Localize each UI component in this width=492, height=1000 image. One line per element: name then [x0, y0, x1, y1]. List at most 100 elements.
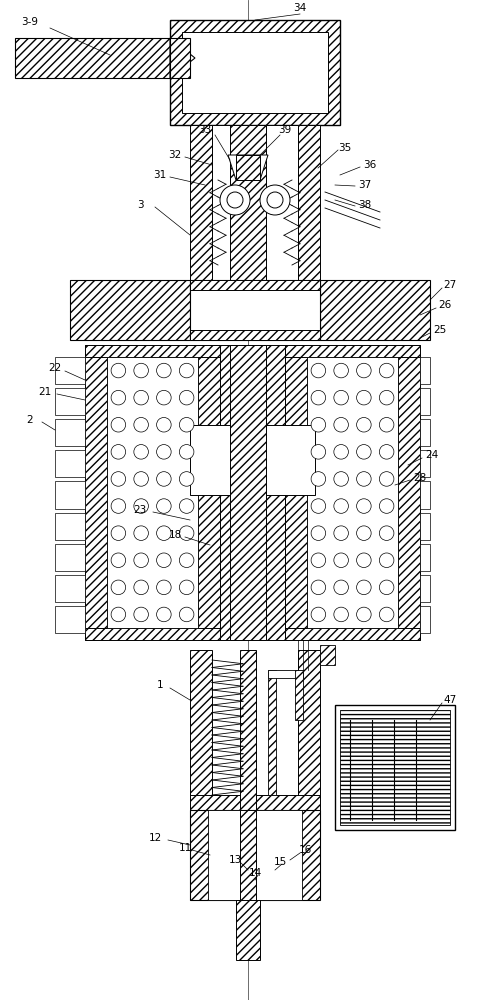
Bar: [420, 575, 430, 602]
Bar: [420, 388, 430, 415]
Text: 11: 11: [179, 843, 191, 853]
Circle shape: [156, 390, 171, 405]
Bar: [230, 345, 266, 640]
Circle shape: [311, 607, 326, 622]
Circle shape: [111, 607, 125, 622]
Bar: [70, 280, 190, 340]
Circle shape: [334, 553, 348, 568]
Bar: [420, 450, 430, 477]
Text: 34: 34: [293, 3, 307, 13]
Bar: [320, 645, 335, 665]
Bar: [190, 795, 320, 810]
Bar: [236, 900, 260, 960]
Circle shape: [111, 417, 125, 432]
Bar: [55, 513, 85, 540]
Text: 26: 26: [438, 300, 452, 310]
Circle shape: [156, 363, 171, 378]
Text: 32: 32: [168, 150, 182, 160]
Circle shape: [180, 553, 194, 568]
Bar: [260, 425, 315, 495]
Circle shape: [180, 417, 194, 432]
Bar: [85, 345, 107, 640]
Circle shape: [111, 445, 125, 459]
Bar: [285, 345, 307, 640]
Bar: [420, 419, 430, 446]
Bar: [170, 38, 190, 78]
Circle shape: [260, 185, 290, 215]
Text: 23: 23: [133, 505, 147, 515]
Bar: [85, 345, 220, 357]
Circle shape: [111, 553, 125, 568]
Bar: [240, 650, 256, 810]
Circle shape: [180, 472, 194, 486]
Circle shape: [156, 472, 171, 486]
Bar: [212, 125, 298, 280]
Text: 47: 47: [443, 695, 457, 705]
Circle shape: [134, 472, 149, 486]
Text: 38: 38: [358, 200, 371, 210]
Circle shape: [311, 472, 326, 486]
Circle shape: [379, 607, 394, 622]
Circle shape: [156, 553, 171, 568]
Circle shape: [311, 445, 326, 459]
Circle shape: [156, 417, 171, 432]
Text: 14: 14: [248, 868, 262, 878]
Circle shape: [111, 580, 125, 595]
Bar: [420, 544, 430, 571]
Circle shape: [379, 445, 394, 459]
Circle shape: [180, 607, 194, 622]
Bar: [190, 810, 320, 900]
Circle shape: [156, 607, 171, 622]
Circle shape: [111, 390, 125, 405]
Text: 39: 39: [278, 125, 292, 135]
Bar: [268, 670, 276, 795]
Bar: [107, 357, 198, 628]
Text: 24: 24: [426, 450, 439, 460]
Bar: [190, 425, 245, 495]
Bar: [220, 345, 285, 640]
Text: 27: 27: [443, 280, 457, 290]
Circle shape: [311, 580, 326, 595]
Circle shape: [134, 607, 149, 622]
Polygon shape: [228, 155, 268, 180]
Text: 3-9: 3-9: [22, 17, 38, 27]
Circle shape: [334, 472, 348, 486]
Circle shape: [111, 499, 125, 513]
Text: 28: 28: [413, 473, 427, 483]
Circle shape: [134, 363, 149, 378]
Circle shape: [180, 445, 194, 459]
Circle shape: [311, 526, 326, 540]
Circle shape: [134, 499, 149, 513]
Text: 16: 16: [298, 845, 311, 855]
Bar: [285, 628, 420, 640]
Text: 3: 3: [137, 200, 143, 210]
Circle shape: [334, 445, 348, 459]
Bar: [335, 705, 455, 830]
Circle shape: [357, 553, 371, 568]
Bar: [55, 450, 85, 477]
Text: 21: 21: [38, 387, 52, 397]
Circle shape: [334, 526, 348, 540]
Circle shape: [180, 580, 194, 595]
Text: 37: 37: [358, 180, 371, 190]
Bar: [420, 606, 430, 633]
Circle shape: [156, 499, 171, 513]
Text: 33: 33: [198, 125, 212, 135]
Bar: [420, 513, 430, 540]
Bar: [298, 125, 320, 280]
Circle shape: [134, 580, 149, 595]
Circle shape: [111, 526, 125, 540]
Circle shape: [379, 472, 394, 486]
Circle shape: [379, 526, 394, 540]
Text: 13: 13: [228, 855, 242, 865]
Bar: [55, 388, 85, 415]
Circle shape: [311, 499, 326, 513]
Bar: [240, 810, 256, 900]
Circle shape: [156, 445, 171, 459]
Circle shape: [357, 390, 371, 405]
Circle shape: [111, 472, 125, 486]
Text: 36: 36: [364, 160, 376, 170]
Circle shape: [334, 417, 348, 432]
Bar: [420, 481, 430, 509]
Circle shape: [180, 499, 194, 513]
